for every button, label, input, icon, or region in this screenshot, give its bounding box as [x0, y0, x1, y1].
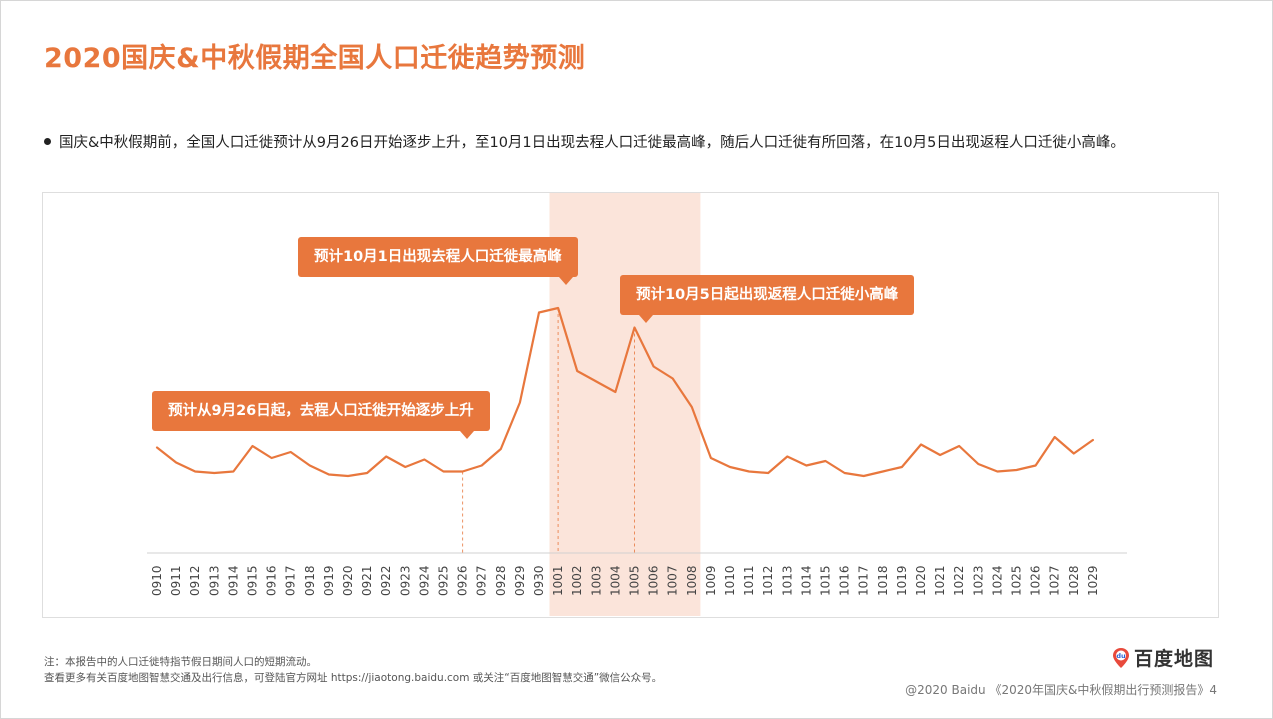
x-tick-label: 0913	[207, 565, 221, 596]
x-tick-label: 1022	[952, 565, 966, 596]
x-tick-label: 1006	[647, 565, 661, 596]
callout-pointer	[559, 277, 573, 285]
x-tick-label: 0916	[265, 565, 279, 596]
footnote-1: 注：本报告中的人口迁徙特指节假日期间人口的短期流动。	[44, 656, 317, 668]
callout-pointer	[639, 315, 653, 323]
x-tick-label: 1028	[1067, 565, 1081, 596]
x-tick-label: 1014	[799, 565, 813, 596]
x-tick-label: 0912	[188, 565, 202, 596]
series-line	[155, 306, 1095, 478]
x-tick-label: 0917	[284, 565, 298, 596]
x-tick-label: 1002	[570, 565, 584, 596]
x-tick-label: 1010	[723, 565, 737, 596]
svg-text:du: du	[1116, 652, 1126, 660]
summary-bullet: 国庆&中秋假期前，全国人口迁徙预计从9月26日开始逐步上升，至10月1日出现去程…	[44, 131, 1125, 152]
x-tick-label: 1007	[666, 565, 680, 596]
x-tick-label: 1012	[761, 565, 775, 596]
bullet-dot	[44, 137, 51, 145]
logo-text: 百度地图	[1134, 647, 1215, 670]
callout-peak-outbound: 预计10月1日出现去程人口迁徙最高峰	[298, 237, 578, 285]
x-tick-label: 0914	[226, 565, 240, 596]
map-pin-icon: du	[1112, 647, 1130, 668]
x-tick-label: 1009	[704, 565, 718, 596]
callout-pointer	[460, 431, 474, 439]
x-tick-label: 0918	[303, 565, 317, 596]
x-tick-label: 1018	[876, 565, 890, 596]
x-tick-label: 1017	[857, 565, 871, 596]
x-tick-label: 1011	[742, 565, 756, 596]
x-tick-label: 0915	[246, 565, 260, 596]
x-tick-label: 0929	[513, 565, 527, 596]
x-tick-label: 1015	[819, 565, 833, 596]
x-tick-label: 0920	[341, 565, 355, 596]
x-tick-label: 0922	[379, 565, 393, 596]
x-tick-label: 1005	[628, 565, 642, 596]
x-tick-label: 1026	[1029, 565, 1043, 596]
x-tick-label: 1025	[1010, 565, 1024, 596]
page-title: 2020国庆&中秋假期全国人口迁徙趋势预测	[44, 43, 586, 74]
x-tick-label: 1020	[914, 565, 928, 596]
x-tick-label: 1004	[608, 565, 622, 596]
callout-return-peak-text: 预计10月5日起出现返程人口迁徙小高峰	[636, 287, 899, 303]
x-tick-label: 1001	[551, 565, 565, 596]
callout-rise-start-text: 预计从9月26日起，去程人口迁徙开始逐步上升	[168, 403, 474, 419]
x-tick-label: 1003	[589, 565, 603, 596]
callout-return-peak: 预计10月5日起出现返程人口迁徙小高峰	[620, 275, 915, 323]
x-tick-label: 1019	[895, 565, 909, 596]
x-tick-label: 0926	[456, 565, 470, 596]
x-tick-label: 0930	[532, 565, 546, 596]
x-tick-label: 0923	[398, 565, 412, 596]
callout-rise-start: 预计从9月26日起，去程人口迁徙开始逐步上升	[152, 391, 490, 439]
x-tick-label: 1008	[685, 565, 699, 596]
footer-credit: @2020 Baidu 《2020年国庆&中秋假期出行预测报告》4	[905, 683, 1217, 697]
summary-text: 国庆&中秋假期前，全国人口迁徙预计从9月26日开始逐步上升，至10月1日出现去程…	[59, 135, 1125, 151]
x-tick-label: 0927	[475, 565, 489, 596]
x-tick-label: 0919	[322, 565, 336, 596]
x-tick-label: 0911	[169, 565, 183, 596]
x-tick-label: 0928	[494, 565, 508, 596]
x-tick-label: 1021	[933, 565, 947, 596]
x-tick-label: 0925	[437, 565, 451, 596]
x-tick-label: 0910	[150, 565, 164, 596]
x-tick-label: 1027	[1048, 565, 1062, 596]
x-tick-label: 1029	[1086, 565, 1100, 596]
x-tick-label: 1024	[990, 565, 1004, 596]
baidu-map-logo: du 百度地图	[1112, 644, 1214, 670]
callout-peak-outbound-text: 预计10月1日出现去程人口迁徙最高峰	[314, 249, 562, 265]
x-tick-label: 0921	[360, 565, 374, 596]
x-tick-label: 1016	[838, 565, 852, 596]
x-tick-label: 1023	[971, 565, 985, 596]
footnote-2: 查看更多有关百度地图智慧交通及出行信息，可登陆官方网址 https://jiao…	[44, 672, 663, 684]
x-tick-label: 1013	[780, 565, 794, 596]
x-tick-label: 0924	[417, 565, 431, 596]
